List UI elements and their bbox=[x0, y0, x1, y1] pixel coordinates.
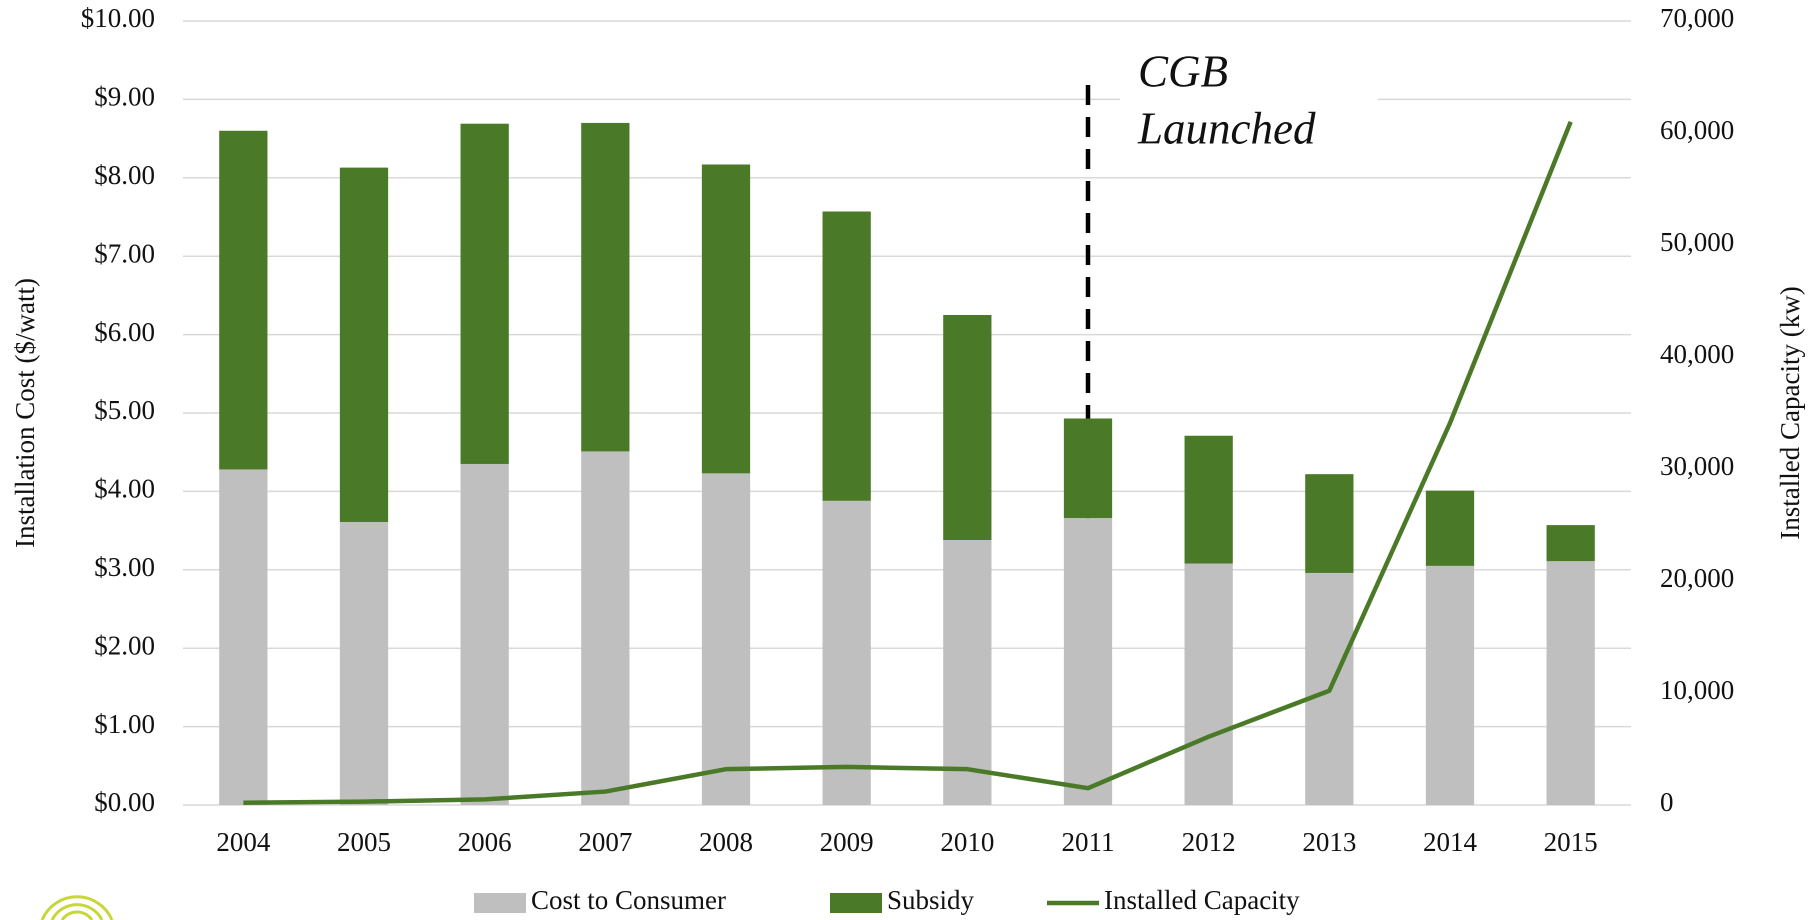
y2-tick-label: 50,000 bbox=[1660, 227, 1734, 257]
bar bbox=[701, 473, 751, 805]
bar bbox=[822, 500, 871, 805]
x-tick-label: 2012 bbox=[1182, 827, 1236, 857]
bar bbox=[701, 164, 751, 474]
bar bbox=[219, 130, 268, 470]
bar bbox=[581, 451, 630, 805]
y-tick-label: $6.00 bbox=[94, 317, 155, 347]
bar bbox=[1546, 525, 1595, 562]
x-tick-label: 2013 bbox=[1302, 827, 1356, 857]
y-tick-label: $7.00 bbox=[94, 238, 155, 268]
bar bbox=[339, 521, 389, 805]
bar bbox=[1305, 474, 1354, 573]
annotation-text: Launched bbox=[1137, 103, 1316, 153]
legend-label: Installed Capacity bbox=[1104, 885, 1300, 915]
x-tick-label: 2005 bbox=[337, 827, 391, 857]
y-tick-label: $0.00 bbox=[94, 787, 155, 817]
y2-tick-label: 70,000 bbox=[1660, 3, 1734, 33]
y-tick-label: $9.00 bbox=[94, 82, 155, 112]
bar bbox=[581, 122, 630, 452]
bar bbox=[460, 123, 509, 464]
y2-tick-label: 30,000 bbox=[1660, 451, 1734, 481]
x-tick-label: 2008 bbox=[699, 827, 753, 857]
bar bbox=[822, 211, 871, 501]
x-tick-label: 2004 bbox=[216, 827, 271, 857]
bar bbox=[219, 469, 268, 805]
bar bbox=[1184, 435, 1233, 564]
bar bbox=[339, 167, 389, 522]
legend-swatch bbox=[474, 893, 526, 913]
logo bbox=[40, 895, 114, 920]
y2-tick-label: 0 bbox=[1660, 787, 1674, 817]
bar bbox=[1184, 563, 1233, 805]
x-tick-label: 2014 bbox=[1423, 827, 1478, 857]
bar bbox=[1063, 518, 1113, 805]
x-tick-label: 2007 bbox=[578, 827, 632, 857]
y-tick-label: $10.00 bbox=[81, 3, 155, 33]
bar bbox=[1425, 565, 1475, 805]
x-tick-label: 2006 bbox=[458, 827, 512, 857]
x-tick-label: 2011 bbox=[1062, 827, 1115, 857]
y-tick-label: $1.00 bbox=[94, 709, 155, 739]
bar bbox=[1546, 561, 1595, 805]
x-tick-label: 2015 bbox=[1544, 827, 1598, 857]
bar bbox=[1425, 490, 1475, 566]
y2-tick-label: 40,000 bbox=[1660, 339, 1734, 369]
y-tick-label: $8.00 bbox=[94, 160, 155, 190]
x-tick-label: 2009 bbox=[820, 827, 874, 857]
bar bbox=[1063, 418, 1113, 519]
line bbox=[243, 120, 1573, 806]
y2-tick-label: 60,000 bbox=[1660, 115, 1734, 145]
x-tick-label: 2010 bbox=[940, 827, 994, 857]
legend-label: Subsidy bbox=[887, 885, 975, 915]
y2-tick-label: 20,000 bbox=[1660, 563, 1734, 593]
bar bbox=[943, 540, 992, 805]
y-tick-label: $3.00 bbox=[94, 552, 155, 582]
annotation-text: CGB bbox=[1138, 46, 1228, 96]
y-tick-label: $2.00 bbox=[94, 630, 155, 660]
bar bbox=[460, 463, 509, 805]
y-axis-title: Installation Cost ($/watt) bbox=[10, 278, 40, 548]
legend-swatch bbox=[830, 893, 882, 913]
y2-axis-title: Installed Capacity (kw) bbox=[1775, 286, 1805, 539]
legend-label: Cost to Consumer bbox=[531, 885, 726, 915]
y-tick-label: $4.00 bbox=[94, 474, 155, 504]
annotation-bg bbox=[1120, 50, 1378, 162]
bar bbox=[943, 315, 992, 541]
y2-tick-label: 10,000 bbox=[1660, 675, 1734, 705]
y-tick-label: $5.00 bbox=[94, 395, 155, 425]
